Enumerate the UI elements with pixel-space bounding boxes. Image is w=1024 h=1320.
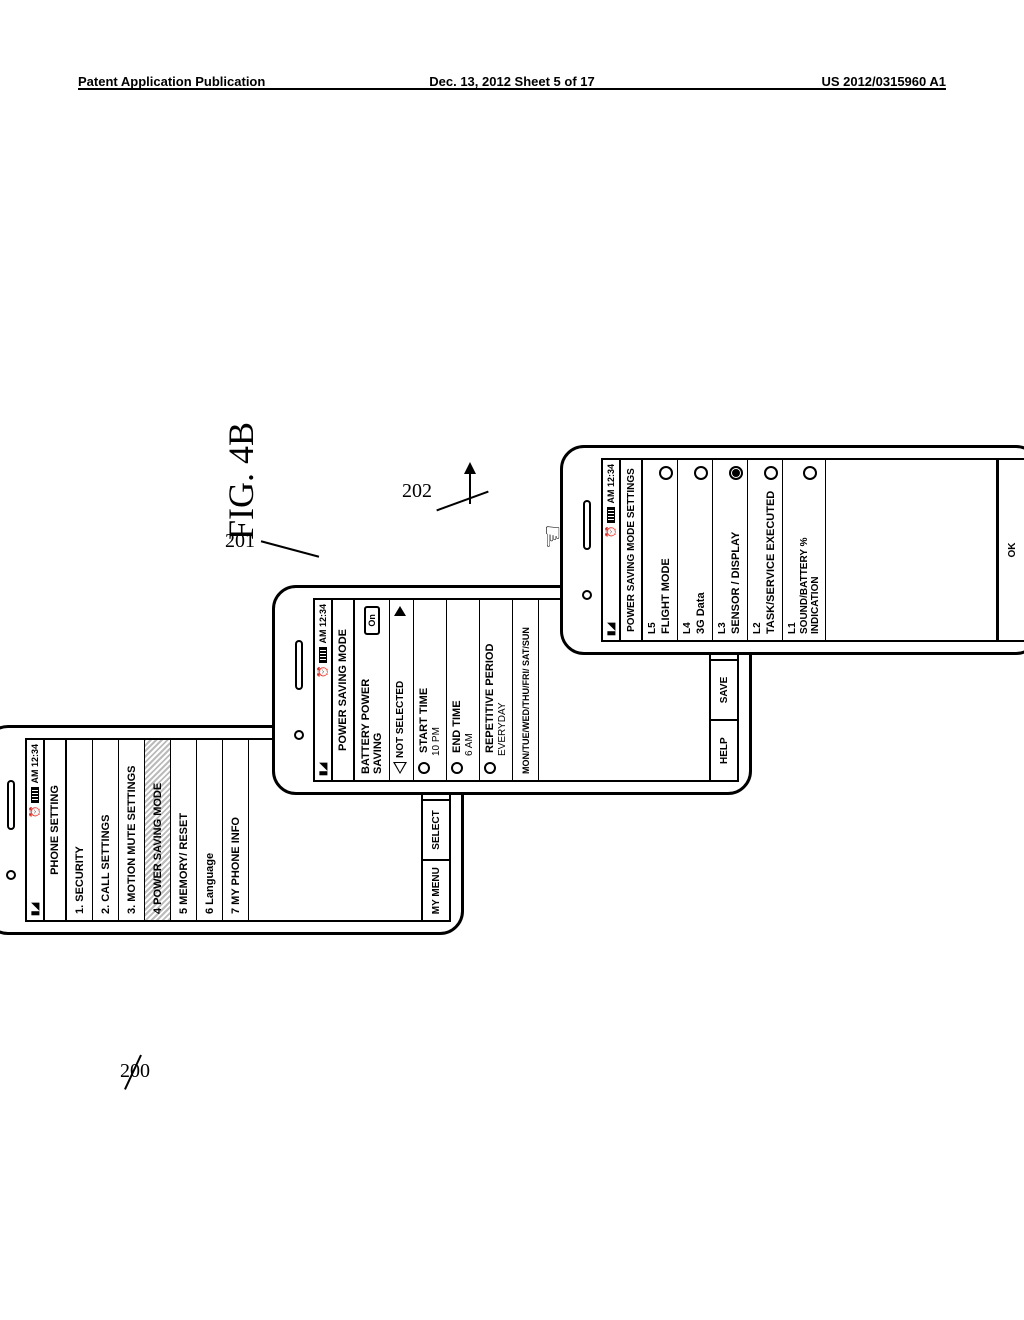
menu-motion-mute[interactable]: 3. MOTION MUTE SETTINGS [119, 740, 145, 920]
menu-memory-reset[interactable]: 5 MEMORY/ RESET [171, 740, 197, 920]
slider-left-icon[interactable] [393, 762, 407, 774]
l4-label: 3G Data [695, 592, 707, 634]
screen-title: PHONE SETTING [45, 740, 67, 920]
signal-icon: ▮◢ [30, 903, 41, 916]
figure-row: ▮◢ ⏰ AM 12:34 PHONE SETTING 1. SECURITY … [80, 180, 944, 1200]
l2-label: TASK/SERVICE EXECUTED [765, 491, 777, 634]
radio-icon-selected[interactable] [729, 466, 743, 480]
radio-icon [484, 762, 496, 774]
phone-3-top [573, 458, 601, 642]
l5-label: FLIGHT MODE [660, 558, 672, 634]
end-time-label: END TIME [451, 700, 463, 753]
alarm-icon: ⏰ [30, 806, 41, 818]
screen-title: POWER SAVING MODE SETTINGS [621, 460, 643, 640]
speaker-icon [583, 500, 591, 550]
softkey-bar: OK [997, 460, 1024, 640]
camera-icon [6, 870, 16, 880]
row-l5[interactable]: L5 FLIGHT MODE [643, 460, 678, 640]
phone-2-col: ▮◢ ⏰ AM 12:34 POWER SAVING MODE BATTERY … [368, 180, 656, 1200]
menu-power-saving[interactable]: 4 POWER SAVING MODE [145, 740, 171, 920]
camera-icon [294, 730, 304, 740]
phone-2-top [285, 598, 313, 782]
signal-icon: ▮◢ [606, 623, 617, 636]
alarm-icon: ⏰ [318, 666, 329, 678]
l4-top: L4 [682, 466, 693, 634]
row-l1[interactable]: L1 SOUND/BATTERY % INDICATION [783, 460, 826, 640]
battery-icon [607, 507, 615, 523]
phone-3-screen: ▮◢ ⏰ AM 12:34 POWER SAVING MODE SETTINGS… [601, 458, 1024, 642]
status-bar: ▮◢ ⏰ AM 12:34 [27, 740, 45, 920]
start-time-label: START TIME [418, 688, 430, 753]
menu-call-settings[interactable]: 2. CALL SETTINGS [93, 740, 119, 920]
repetitive-row[interactable]: REPETITIVE PERIOD EVERYDAY [480, 600, 513, 780]
radio-icon[interactable] [694, 466, 708, 480]
level-list: L5 FLIGHT MODE L4 3G Data [643, 460, 997, 640]
menu-language[interactable]: 6 Language [197, 740, 223, 920]
end-time-value: 6 AM [464, 733, 475, 756]
start-time-value: 10 PM [431, 727, 442, 756]
speaker-icon [295, 640, 303, 690]
status-time: AM 12:34 [318, 604, 328, 644]
battery-saving-row[interactable]: BATTERY POWER SAVING On [355, 600, 390, 780]
camera-icon [582, 590, 592, 600]
radio-icon[interactable] [764, 466, 778, 480]
phone-3-col: ▮◢ ⏰ AM 12:34 POWER SAVING MODE SETTINGS… [656, 0, 944, 1200]
softkey-ok[interactable]: OK [999, 460, 1024, 640]
l2-top: L2 [752, 466, 763, 634]
speaker-icon [7, 780, 15, 830]
signal-icon: ▮◢ [318, 763, 329, 776]
l1-top: L1 [787, 466, 798, 634]
slider-label: NOT SELECTED [395, 681, 406, 758]
row-l3[interactable]: L3 SENSOR / DISPLAY [713, 460, 748, 640]
status-bar: ▮◢ ⏰ AM 12:34 [603, 460, 621, 640]
battery-icon [31, 787, 39, 803]
repetitive-label: REPETITIVE PERIOD [484, 644, 496, 753]
l3-label: SENSOR / DISPLAY [730, 532, 742, 634]
repetitive-value: EVERYDAY [497, 702, 508, 756]
radio-icon [451, 762, 463, 774]
screen-title: POWER SAVING MODE [333, 600, 355, 780]
slider-right-icon[interactable] [394, 606, 406, 616]
alarm-icon: ⏰ [606, 526, 617, 538]
row-l4[interactable]: L4 3G Data [678, 460, 713, 640]
start-time-row[interactable]: START TIME 10 PM [414, 600, 447, 780]
battery-icon [319, 647, 327, 663]
l5-top: L5 [647, 466, 658, 634]
radio-icon [418, 762, 430, 774]
phone-1-col: ▮◢ ⏰ AM 12:34 PHONE SETTING 1. SECURITY … [80, 460, 368, 1200]
radio-icon[interactable] [659, 466, 673, 480]
days-row: MON/TUE/WED/THU/FRI/ SAT/SUN [513, 600, 539, 780]
phone-3: ▮◢ ⏰ AM 12:34 POWER SAVING MODE SETTINGS… [560, 445, 1024, 655]
row-l2[interactable]: L2 TASK/SERVICE EXECUTED [748, 460, 783, 640]
l3-top: L3 [717, 466, 728, 634]
phone-1-top [0, 738, 25, 922]
l1-label: SOUND/BATTERY % INDICATION [799, 480, 821, 634]
toggle-on[interactable]: On [364, 606, 380, 635]
status-bar: ▮◢ ⏰ AM 12:34 [315, 600, 333, 780]
radio-icon[interactable] [803, 466, 817, 480]
end-time-row[interactable]: END TIME 6 AM [447, 600, 480, 780]
status-time: AM 12:34 [606, 464, 616, 504]
menu-security[interactable]: 1. SECURITY [67, 740, 93, 920]
status-time: AM 12:34 [30, 744, 40, 784]
level-slider-row[interactable]: NOT SELECTED [390, 600, 414, 780]
battery-saving-label: BATTERY POWER SAVING [360, 641, 384, 774]
menu-my-phone-info[interactable]: 7 MY PHONE INFO [223, 740, 249, 920]
